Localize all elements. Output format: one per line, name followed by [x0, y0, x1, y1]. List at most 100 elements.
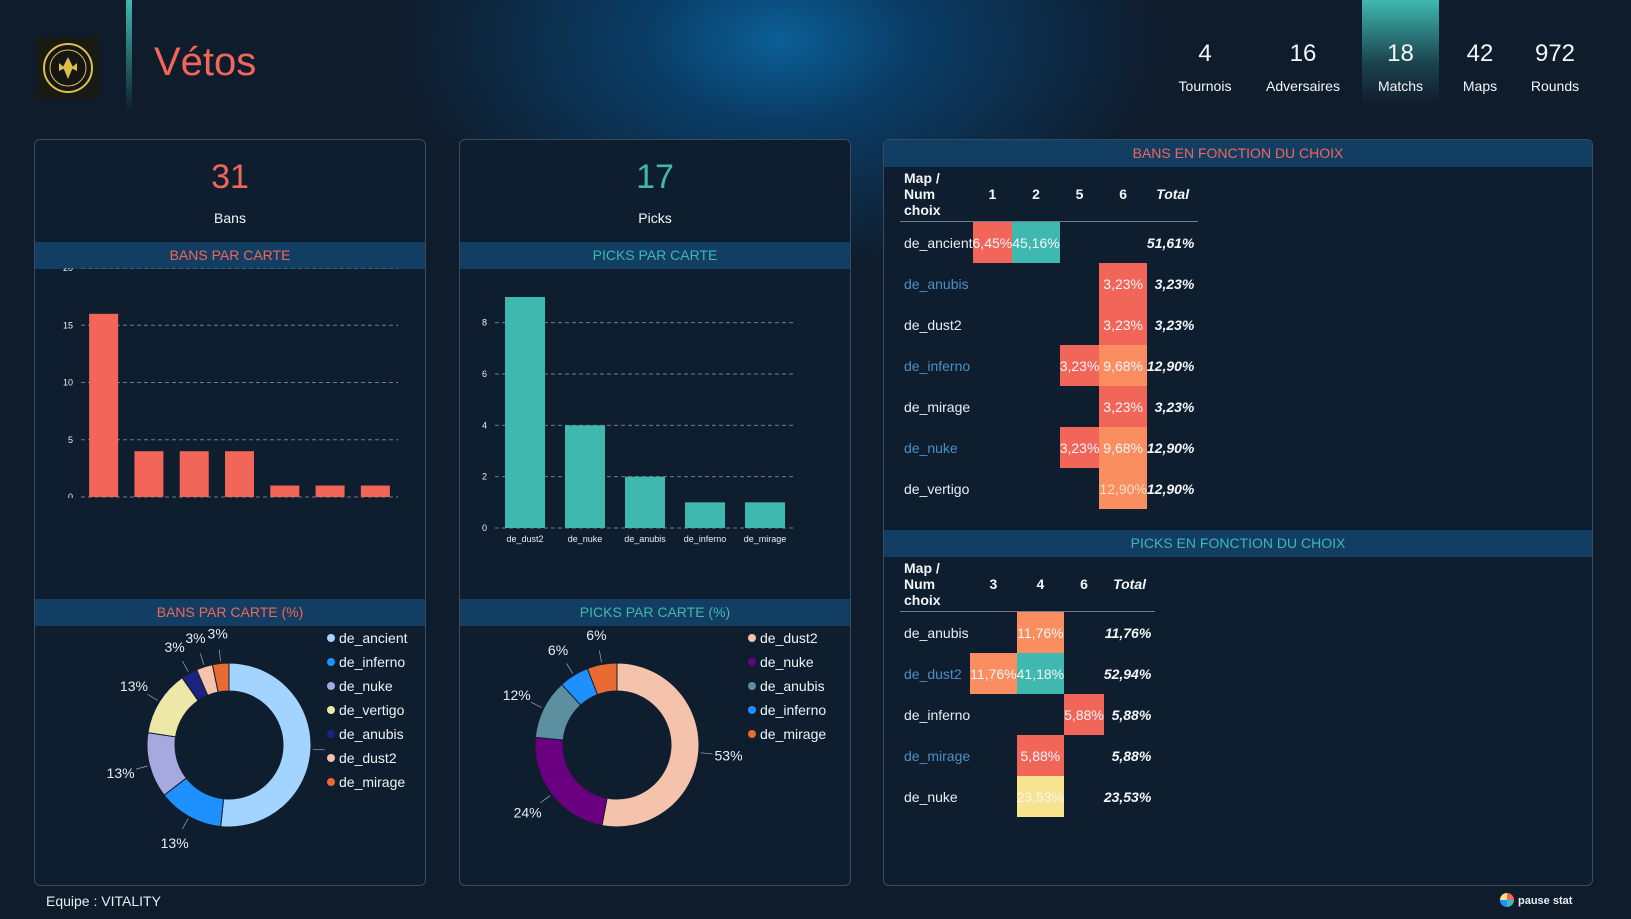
column-header[interactable]: Total [1103, 557, 1156, 612]
legend-label: de_nuke [760, 654, 814, 670]
legend-item-de_ancient[interactable]: de_ancient [327, 626, 408, 650]
slice-de_nuke[interactable] [534, 736, 608, 827]
column-header[interactable]: 6 [1099, 167, 1147, 222]
value-cell: 41,18% [1016, 653, 1065, 694]
kpi-rounds[interactable]: 972 Rounds [1520, 40, 1590, 94]
value-cell [1064, 776, 1104, 817]
slice-leader-line [530, 701, 542, 708]
legend-item-de_dust2[interactable]: de_dust2 [327, 746, 408, 770]
kpi-value: 972 [1534, 40, 1576, 67]
table-row[interactable]: de_ancient 6,45% 45,16% 51,61% [900, 221, 1198, 263]
slice-de_mirage[interactable] [211, 662, 230, 693]
kpi-tournois[interactable]: 4 Tournois [1170, 40, 1240, 94]
legend-item-de_inferno[interactable]: de_inferno [327, 650, 408, 674]
value-cell [1012, 304, 1059, 345]
value-cell [1060, 304, 1100, 345]
legend-swatch [327, 706, 335, 714]
bar-de_mirage[interactable] [360, 485, 390, 497]
slice-pct-label: 13% [161, 835, 189, 851]
legend-label: de_inferno [760, 702, 827, 718]
table-row[interactable]: de_nuke 3,23% 9,68% 12,90% [900, 427, 1198, 468]
bar-de_nuke[interactable] [179, 451, 209, 497]
bar-de_mirage[interactable] [745, 502, 785, 528]
column-header[interactable]: Total [1146, 167, 1199, 222]
column-header[interactable]: 5 [1059, 167, 1100, 222]
team-logo [37, 37, 99, 99]
y-tick-label: 2 [482, 472, 487, 482]
bar-de_anubis[interactable] [625, 476, 665, 528]
picks-bar-chart: 0 2 4 6 8 de_dust2 de_nuke de_anubis de_inferno d… [482, 297, 795, 544]
table-row[interactable]: de_mirage 3,23% 3,23% [900, 386, 1198, 427]
bar-de_vertigo[interactable] [225, 451, 254, 497]
slice-pct-label: 3% [165, 639, 185, 655]
map-name-cell: de_anubis [904, 624, 969, 641]
bans-matrix-table: Map / Num choix 1 2 5 6 Total de_ancient 6,45% 4… [900, 167, 1199, 509]
legend-label: de_dust2 [760, 630, 818, 646]
slice-de_ancient[interactable] [220, 662, 312, 828]
total-cell: 12,90% [1146, 357, 1195, 374]
value-cell: 5,88% [1064, 694, 1104, 735]
table-row[interactable]: de_mirage 5,88% 5,88% [900, 735, 1155, 776]
bar-de_ancient[interactable] [89, 313, 119, 497]
slice-pct-label: 6% [586, 627, 606, 643]
bar-de_inferno[interactable] [685, 502, 725, 528]
column-header[interactable]: Map / Num choix [900, 557, 971, 612]
bar-de_nuke[interactable] [565, 425, 605, 528]
table-row[interactable]: de_inferno 3,23% 9,68% 12,90% [900, 345, 1198, 386]
legend-swatch [748, 730, 756, 738]
column-header[interactable]: 3 [970, 557, 1017, 612]
column-header[interactable]: 2 [1012, 167, 1060, 222]
value-cell: 6,45% [972, 221, 1013, 263]
slice-pct-label: 12% [503, 687, 531, 703]
bar-de_anubis[interactable] [270, 485, 300, 497]
y-tick-label: 0 [68, 492, 73, 498]
column-header[interactable]: 1 [972, 167, 1013, 222]
table-row[interactable]: de_dust2 11,76% 41,18% 52,94% [900, 653, 1155, 694]
total-cell: 12,90% [1146, 439, 1195, 456]
legend-item-de_anubis[interactable]: de_anubis [748, 674, 826, 698]
slice-leader-line [700, 752, 713, 755]
bar-de_dust2[interactable] [505, 297, 545, 528]
table-row[interactable]: de_anubis 3,23% 3,23% [900, 263, 1198, 304]
value-cell [1012, 427, 1059, 468]
table-row[interactable]: de_nuke 23,53% 23,53% [900, 776, 1155, 817]
value-cell: 3,23% [1059, 345, 1100, 386]
value-cell [973, 345, 1013, 386]
table-row[interactable]: de_vertigo 12,90% 12,90% [900, 468, 1198, 509]
map-name-cell: de_nuke [904, 439, 958, 456]
kpi-maps[interactable]: 42 Maps [1445, 40, 1515, 94]
table-row[interactable]: de_inferno 5,88% 5,88% [900, 694, 1155, 735]
bar-de_inferno[interactable] [134, 451, 164, 497]
kpi-matchs[interactable]: 18 Matchs [1362, 40, 1439, 94]
slice-de_mirage[interactable] [586, 662, 618, 696]
value-cell: 3,23% [1099, 304, 1147, 345]
kpi-label: Matchs [1377, 78, 1424, 94]
legend-item-de_anubis[interactable]: de_anubis [327, 722, 408, 746]
column-header[interactable]: Map / Num choix [900, 167, 973, 222]
column-header[interactable]: 4 [1016, 557, 1065, 612]
table-row[interactable]: de_anubis 11,76% 11,76% [900, 611, 1155, 654]
bans-bar-chart: 05101520de_ancientde_infernode_nukede_ve… [63, 268, 398, 498]
map-name-cell: de_dust2 [904, 316, 962, 333]
value-cell [973, 304, 1013, 345]
legend-item-de_mirage[interactable]: de_mirage [748, 722, 826, 746]
legend-item-de_nuke[interactable]: de_nuke [748, 650, 826, 674]
bar-de_dust2[interactable] [315, 485, 345, 497]
legend-item-de_nuke[interactable]: de_nuke [327, 674, 408, 698]
legend-item-de_mirage[interactable]: de_mirage [327, 770, 408, 794]
legend-swatch [748, 634, 756, 642]
value-cell [1012, 386, 1059, 427]
legend-item-de_dust2[interactable]: de_dust2 [748, 626, 826, 650]
legend-item-de_inferno[interactable]: de_inferno [748, 698, 826, 722]
value-cell [1064, 612, 1104, 654]
kpi-active-highlight [1362, 0, 1439, 105]
value-cell [970, 735, 1016, 776]
column-header[interactable]: 6 [1064, 557, 1104, 612]
slice-de_dust2[interactable] [601, 662, 700, 828]
kpi-adversaires[interactable]: 16 Adversaires [1258, 40, 1348, 94]
table-row[interactable]: de_dust2 3,23% 3,23% [900, 304, 1198, 345]
map-name-cell: de_inferno [904, 357, 971, 374]
legend-item-de_vertigo[interactable]: de_vertigo [327, 698, 408, 722]
y-tick-label: 10 [63, 378, 73, 388]
x-tick-label: de_dust2 [506, 534, 543, 544]
